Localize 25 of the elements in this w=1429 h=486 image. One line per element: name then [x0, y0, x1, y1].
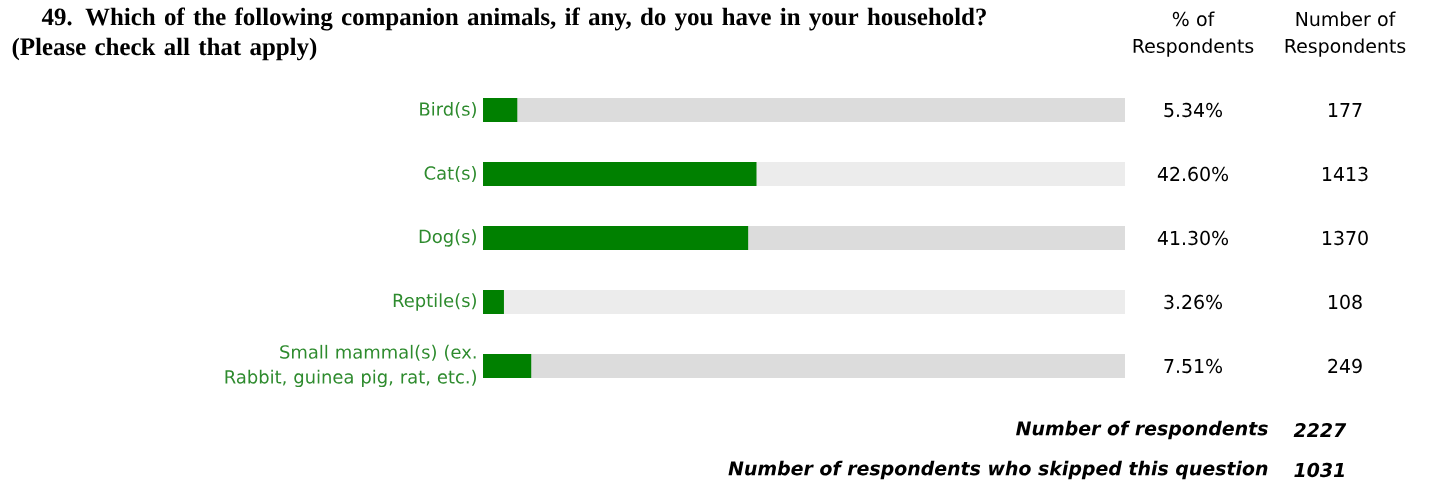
text: 108	[1329, 294, 1362, 310]
data-label: 5.34%	[1164, 102, 1223, 118]
y-tick-label: Cat(s)	[424, 166, 476, 182]
text: 249	[1328, 358, 1362, 374]
data-label: 7.51%	[1164, 358, 1223, 374]
text: Number of respondents who skipped this question	[728, 460, 1268, 480]
text: 2227	[1293, 422, 1347, 438]
text: 1031	[1294, 462, 1344, 478]
text: Number of respondents	[1016, 420, 1268, 440]
text: % of Respondents	[1133, 11, 1254, 57]
data-label: 3.26%	[1164, 294, 1223, 310]
text: Number of Respondents	[1285, 11, 1406, 57]
y-tick-label: Small mammal(s) (ex. Rabbit, guinea pig, rat, etc.)	[225, 344, 476, 388]
data-label: 41.30%	[1157, 230, 1229, 246]
text: 1413	[1323, 166, 1368, 182]
bar	[483, 289, 504, 314]
text: 1370	[1323, 230, 1368, 246]
bar	[483, 353, 532, 378]
chart-title: 49. Which of the following companion animals, if any, do you have in your household? (Please check all that apply)	[12, 7, 986, 61]
y-tick-label: Reptile(s)	[393, 293, 476, 311]
text: 177	[1329, 103, 1362, 117]
data-label: 42.60%	[1157, 166, 1229, 182]
bar	[483, 97, 518, 122]
y-tick-label: Dog(s)	[419, 229, 476, 247]
y-tick-label: Bird(s)	[420, 102, 476, 118]
